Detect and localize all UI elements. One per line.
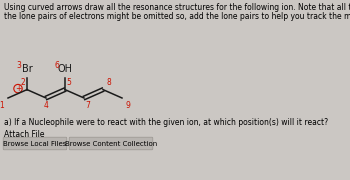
Text: Br: Br <box>22 64 32 74</box>
FancyBboxPatch shape <box>3 137 67 150</box>
Text: 8: 8 <box>107 78 111 87</box>
Text: 9: 9 <box>126 100 131 109</box>
Text: 7: 7 <box>85 100 90 109</box>
Text: 4: 4 <box>43 100 48 109</box>
FancyBboxPatch shape <box>69 137 153 150</box>
Text: 6: 6 <box>55 61 60 70</box>
Text: +: + <box>15 84 21 93</box>
Text: OH: OH <box>57 64 72 74</box>
Text: 5: 5 <box>66 78 71 87</box>
Text: the lone pairs of electrons might be omitted so, add the lone pairs to help you : the lone pairs of electrons might be omi… <box>4 12 350 21</box>
Text: Attach File: Attach File <box>4 130 44 139</box>
Text: Using curved arrows draw all the resonance structures for the following ion. Not: Using curved arrows draw all the resonan… <box>4 3 350 12</box>
Text: 3: 3 <box>16 61 21 70</box>
Text: Browse Local Files: Browse Local Files <box>3 141 67 147</box>
Text: Browse Content Collection: Browse Content Collection <box>65 141 157 147</box>
Text: a) If a Nucleophile were to react with the given ion, at which position(s) will : a) If a Nucleophile were to react with t… <box>4 118 328 127</box>
Text: 1: 1 <box>0 100 4 109</box>
Text: 2: 2 <box>21 78 25 87</box>
